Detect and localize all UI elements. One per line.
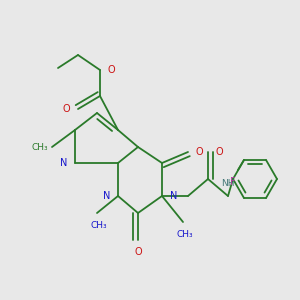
Text: O: O	[108, 65, 116, 75]
Text: O: O	[196, 147, 204, 157]
Text: N: N	[103, 191, 110, 201]
Text: CH₃: CH₃	[32, 142, 48, 152]
Text: O: O	[216, 147, 224, 157]
Text: CH₃: CH₃	[91, 221, 107, 230]
Text: NH: NH	[221, 179, 235, 188]
Text: N: N	[60, 158, 67, 168]
Text: N: N	[170, 191, 177, 201]
Text: CH₃: CH₃	[177, 230, 193, 239]
Text: O: O	[134, 247, 142, 257]
Text: F: F	[230, 177, 236, 187]
Text: O: O	[62, 104, 70, 114]
